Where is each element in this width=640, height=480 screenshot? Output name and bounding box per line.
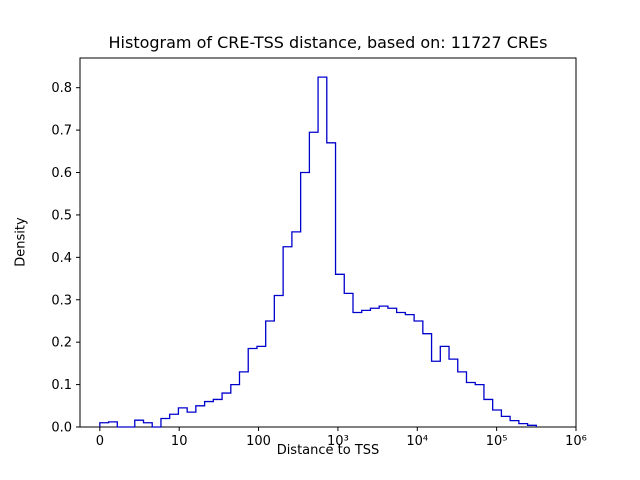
y-tick-label: 0.1 bbox=[51, 378, 72, 393]
y-tick-label: 0.8 bbox=[51, 81, 72, 96]
y-tick-label: 0.2 bbox=[51, 336, 72, 351]
x-tick-label: 10⁶ bbox=[565, 434, 587, 449]
y-tick-label: 0.6 bbox=[51, 166, 72, 181]
y-axis-label: Density bbox=[13, 217, 29, 267]
y-tick-label: 0.4 bbox=[51, 251, 72, 266]
axes-spines bbox=[79, 57, 577, 428]
x-tick-label: 100 bbox=[246, 434, 271, 449]
histogram-step-line bbox=[99, 76, 537, 428]
x-tick-label: 10⁴ bbox=[406, 434, 428, 449]
y-tick-label: 0.3 bbox=[51, 293, 72, 308]
x-tick-label: 10⁵ bbox=[486, 434, 508, 449]
x-tick-label: 10³ bbox=[327, 434, 349, 449]
x-axis-label: Distance to TSS bbox=[276, 443, 380, 458]
x-tick-label: 0 bbox=[96, 434, 104, 449]
chart-title: Histogram of CRE-TSS distance, based on:… bbox=[108, 33, 548, 52]
y-tick-label: 0.7 bbox=[51, 124, 72, 139]
y-tick-label: 0.5 bbox=[51, 208, 72, 223]
x-tick-label: 10 bbox=[171, 434, 188, 449]
y-tick-label: 0.0 bbox=[51, 421, 72, 436]
